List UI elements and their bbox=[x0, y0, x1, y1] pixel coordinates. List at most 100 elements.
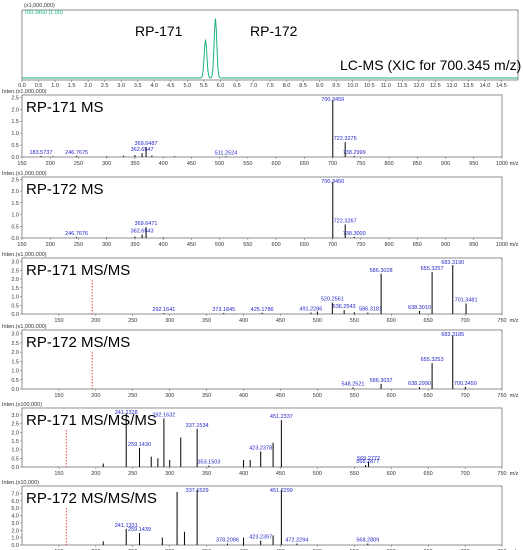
xic-tick-label: 2.0 bbox=[84, 83, 92, 89]
x-tick-label: 1000 bbox=[496, 242, 508, 248]
y-tick-label: 2.5 bbox=[11, 422, 19, 428]
y-tick-label: 0.5 bbox=[11, 456, 19, 462]
xic-tick-label: 4.5 bbox=[167, 83, 175, 89]
peak-label: 700.3450 bbox=[454, 381, 477, 387]
x-tick-label: 700 bbox=[460, 318, 469, 324]
x-tick-label: 250 bbox=[128, 471, 137, 477]
xic-tick-label: 0.0 bbox=[18, 83, 26, 89]
x-axis-label: m/z bbox=[510, 471, 519, 477]
intensity-scale: Inten.(x1,000,000) bbox=[2, 252, 47, 258]
peak-label: 423.2378 bbox=[249, 445, 272, 451]
x-tick-label: 600 bbox=[272, 161, 281, 167]
xic-tick-label: 1.0 bbox=[51, 83, 59, 89]
x-tick-label: 700 bbox=[328, 242, 337, 248]
peak-label: 362.6547 bbox=[131, 147, 154, 153]
peak-label: 353.1503 bbox=[197, 460, 220, 466]
xic-legend: 700.3450 (1.00) bbox=[24, 10, 63, 16]
x-tick-label: 750 bbox=[356, 242, 365, 248]
xic-label-rp171: RP-171 bbox=[135, 23, 183, 39]
x-tick-label: 950 bbox=[469, 242, 478, 248]
y-tick-label: 2.0 bbox=[11, 107, 19, 113]
peak-label: 373.1845 bbox=[212, 307, 235, 313]
xic-tick-label: 5.0 bbox=[184, 83, 192, 89]
x-tick-label: 400 bbox=[239, 393, 248, 399]
x-tick-label: 600 bbox=[387, 393, 396, 399]
x-tick-label: 550 bbox=[243, 242, 252, 248]
x-tick-label: 150 bbox=[17, 242, 26, 248]
x-tick-label: 600 bbox=[272, 242, 281, 248]
peak-label: 586.3037 bbox=[370, 378, 393, 384]
peak-label: 472.2294 bbox=[285, 538, 308, 544]
y-tick-label: 1.0 bbox=[11, 536, 19, 542]
peak-label: 292.1641 bbox=[152, 307, 175, 313]
y-tick-label: 0.0 bbox=[11, 387, 19, 393]
x-tick-label: 650 bbox=[300, 161, 309, 167]
x-tick-label: 550 bbox=[350, 471, 359, 477]
spectrum-panel: Inten.(x1,000,000) RP-172 MS 0.0 0.5 1.0 1.5 2… bbox=[2, 171, 519, 248]
x-tick-label: 750 bbox=[497, 393, 506, 399]
peak-label: 292.1632 bbox=[152, 412, 175, 418]
x-tick-label: 400 bbox=[239, 471, 248, 477]
x-tick-label: 500 bbox=[313, 318, 322, 324]
peak-label: 700.3450 bbox=[321, 179, 344, 185]
y-tick-label: 2.0 bbox=[11, 528, 19, 534]
x-tick-label: 350 bbox=[202, 318, 211, 324]
x-tick-label: 500 bbox=[313, 471, 322, 477]
peak-label: 491.2286 bbox=[299, 307, 322, 313]
peak-label: 638.3010 bbox=[408, 305, 431, 311]
intensity-scale: Inten.(x10,000) bbox=[2, 480, 39, 486]
peak-label: 423.2397 bbox=[249, 535, 272, 541]
peak-label: 536.2543 bbox=[333, 304, 356, 310]
y-tick-label: 2.0 bbox=[11, 430, 19, 436]
peak-label: 337.1534 bbox=[186, 423, 209, 429]
x-tick-label: 250 bbox=[74, 242, 83, 248]
intensity-scale: Inten.(x1,000,000) bbox=[2, 89, 47, 95]
y-tick-label: 1.0 bbox=[11, 369, 19, 375]
y-tick-label: 1.5 bbox=[11, 119, 19, 125]
panel-title: RP-171 MS bbox=[26, 99, 104, 116]
x-tick-label: 300 bbox=[165, 393, 174, 399]
peak-label: 183.5737 bbox=[29, 150, 52, 156]
panel-title: RP-172 MS/MS/MS bbox=[26, 490, 157, 507]
x-tick-label: 450 bbox=[276, 318, 285, 324]
x-tick-label: 450 bbox=[276, 471, 285, 477]
peak-label: 738.3000 bbox=[343, 231, 366, 237]
x-tick-label: 350 bbox=[130, 242, 139, 248]
y-tick-label: 1.0 bbox=[11, 295, 19, 301]
xic-tick-label: 12.5 bbox=[430, 83, 441, 89]
x-tick-label: 550 bbox=[243, 161, 252, 167]
x-tick-label: 850 bbox=[413, 161, 422, 167]
x-axis-label: m/z bbox=[510, 161, 519, 167]
peak-label: 655.3253 bbox=[421, 357, 444, 363]
xic-tick-label: 7.0 bbox=[250, 83, 258, 89]
peak-label: 722.3275 bbox=[334, 136, 357, 142]
x-tick-label: 900 bbox=[441, 161, 450, 167]
panel-frame bbox=[21, 329, 503, 390]
y-tick-label: 2.0 bbox=[11, 277, 19, 283]
peak-label: 259.1439 bbox=[128, 527, 151, 533]
x-tick-label: 800 bbox=[384, 161, 393, 167]
xic-tick-label: 14.0 bbox=[480, 83, 491, 89]
x-tick-label: 900 bbox=[441, 242, 450, 248]
x-tick-label: 150 bbox=[54, 318, 63, 324]
x-tick-label: 300 bbox=[165, 471, 174, 477]
peak-label: 568.2877 bbox=[356, 459, 379, 465]
spectrum-panel: Inten.(x10,000)RP-172 MS/MS/MS0.01.02.03… bbox=[2, 480, 519, 550]
xic-tick-label: 10.5 bbox=[364, 83, 375, 89]
y-tick-label: 2.5 bbox=[11, 177, 19, 183]
xic-tick-label: 7.5 bbox=[266, 83, 274, 89]
y-tick-label: 7.0 bbox=[11, 491, 19, 497]
x-tick-label: 150 bbox=[54, 393, 63, 399]
xic-tick-label: 8.0 bbox=[283, 83, 291, 89]
x-tick-label: 300 bbox=[102, 161, 111, 167]
panel-title: RP-172 MS bbox=[26, 181, 104, 198]
x-tick-label: 650 bbox=[300, 242, 309, 248]
x-tick-label: 150 bbox=[54, 471, 63, 477]
xic-tick-label: 11.0 bbox=[381, 83, 391, 89]
xic-tick-label: 6.5 bbox=[233, 83, 241, 89]
x-tick-label: 700 bbox=[460, 471, 469, 477]
y-tick-label: 6.0 bbox=[11, 499, 19, 505]
peak-label: 337.1529 bbox=[186, 488, 209, 494]
xic-tick-label: 9.5 bbox=[332, 83, 340, 89]
xic-scale: (x1,000,000) bbox=[24, 3, 55, 9]
